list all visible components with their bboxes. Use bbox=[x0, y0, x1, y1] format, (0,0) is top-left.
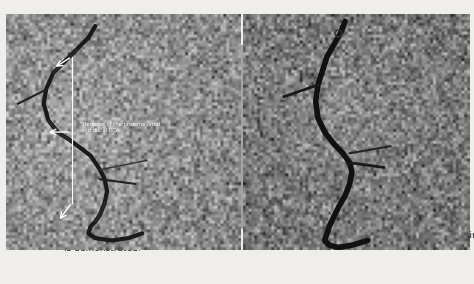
Text: (left): (left) bbox=[396, 231, 422, 240]
Text: Stenoses of the proximal, mid
and distal RCA: Stenoses of the proximal, mid and distal… bbox=[81, 122, 160, 133]
FancyBboxPatch shape bbox=[64, 45, 246, 227]
Text: after administration of intracoronary glyceryl trinitrate: after administration of intracoronary gl… bbox=[422, 231, 474, 240]
Text: Resolution of stenoses of the proximal, mid, and distal glyceryl trinitrate: Resolution of stenoses of the proximal, … bbox=[64, 231, 396, 240]
Text: is demonstrated.: is demonstrated. bbox=[64, 244, 141, 252]
